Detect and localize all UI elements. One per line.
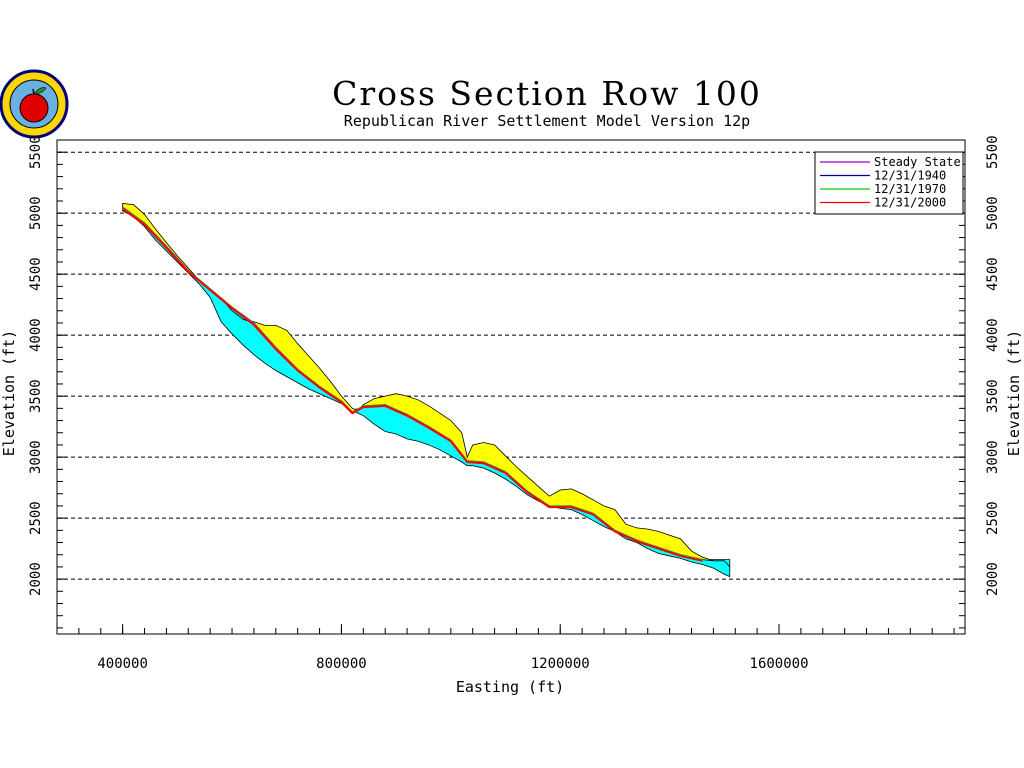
y-tick-label-left: 3500 — [28, 379, 44, 413]
y-tick-label-left: 2000 — [28, 562, 44, 596]
x-tick-label: 800000 — [316, 656, 367, 672]
y-tick-label-right: 4000 — [985, 318, 1001, 352]
legend-label: 12/31/1970 — [874, 182, 946, 196]
y-axis-label-right: Elevation (ft) — [1005, 330, 1023, 456]
upper-layer-area — [122, 202, 731, 568]
y-tick-label-left: 4000 — [28, 318, 44, 352]
y-tick-label-right: 5000 — [985, 196, 1001, 230]
chart-title: Cross Section Row 100 — [332, 74, 762, 113]
y-tick-label-right: 4500 — [985, 257, 1001, 291]
legend: Steady State12/31/194012/31/197012/31/20… — [814, 151, 964, 215]
legend-label: 12/31/2000 — [874, 196, 946, 210]
y-tick-label-left: 4500 — [28, 257, 44, 291]
x-axis-label: Easting (ft) — [456, 678, 564, 696]
series-line-3 — [122, 208, 703, 562]
chart-subtitle: Republican River Settlement Model Versio… — [344, 112, 750, 130]
x-tick-label: 400000 — [97, 656, 148, 672]
x-tick-label: 1200000 — [531, 656, 590, 672]
series-line-1 — [122, 207, 703, 561]
plot-area: 2000 2000 2500 2500 3000 3000 3500 3500 4000 4000… — [28, 135, 1001, 672]
x-tick-label: 1600000 — [750, 656, 809, 672]
y-tick-label-left: 5000 — [28, 196, 44, 230]
legend-label: Steady State — [874, 155, 961, 169]
y-tick-label-right: 3500 — [985, 379, 1001, 413]
y-tick-label-right: 2500 — [985, 501, 1001, 535]
y-tick-label-left: 5500 — [28, 135, 44, 169]
plot-frame — [56, 139, 966, 635]
y-tick-label-left: 3000 — [28, 440, 44, 474]
series-line-2 — [122, 207, 703, 561]
lower-layer-area — [122, 206, 731, 578]
legend-label: 12/31/1940 — [874, 169, 946, 183]
y-axis-label-left: Elevation (ft) — [0, 330, 18, 456]
series-line-0 — [122, 206, 703, 561]
y-tick-label-right: 5500 — [985, 135, 1001, 169]
y-tick-label-left: 2500 — [28, 501, 44, 535]
y-tick-label-right: 3000 — [985, 440, 1001, 474]
apple-seal-icon — [0, 69, 69, 139]
y-tick-label-right: 2000 — [985, 562, 1001, 596]
